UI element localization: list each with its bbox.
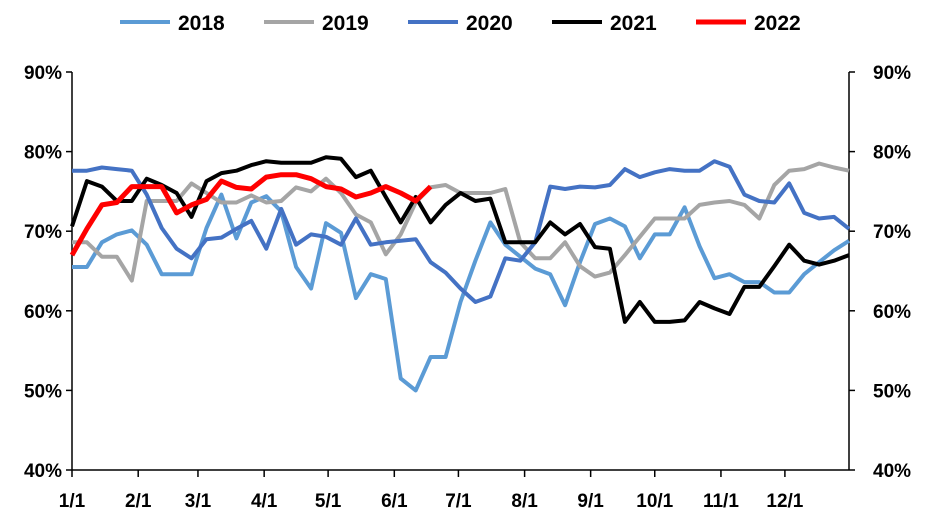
x-tick-label: 10/1 [636,491,673,512]
legend-label: 2022 [754,12,801,35]
legend-item-2019: 2019 [264,12,369,35]
legend-label: 2019 [322,12,369,35]
x-tick-label: 12/1 [766,491,803,512]
legend-label: 2018 [178,12,225,35]
y-left-tick-label: 90% [24,63,62,84]
y-left-tick-label: 50% [24,381,62,402]
x-tick-label: 5/1 [315,491,342,512]
series-line-2019 [72,161,850,283]
x-tick-label: 4/1 [251,491,278,512]
x-tick-label: 3/1 [185,491,212,512]
y-right-tick-label: 50% [873,381,911,402]
series-line-2018 [72,192,851,393]
x-tick-label: 11/1 [703,491,739,512]
x-axis: 1/1 2/1 3/1 4/1 5/1 6/1 7/1 8/1 9/1 10/1 11/1 12/1 [59,470,804,512]
y-right-tick-label: 80% [873,143,911,164]
y-right-tick-label: 40% [873,461,911,482]
y-left-tick-label: 40% [24,461,62,482]
legend-label: 2021 [610,12,657,35]
legend-item-2022: 2022 [696,12,801,35]
axes [71,72,850,471]
y-left-tick-label: 70% [24,222,62,243]
x-tick-label: 1/1 [59,491,86,512]
legend-item-2018: 2018 [120,12,225,35]
y-right-tick-label: 70% [873,222,911,243]
x-tick-label: 8/1 [511,491,538,512]
series-lines [69,155,851,393]
y-right-tick-label: 90% [873,63,911,84]
x-tick-label: 6/1 [381,491,408,512]
series-line-2022 [69,172,433,257]
legend-label: 2020 [466,12,513,35]
legend-item-2020: 2020 [408,12,513,35]
y-right-tick-label: 60% [873,302,911,323]
x-tick-label: 9/1 [577,491,604,512]
y-axis-left: 40% 50% 60% 70% 80% 90% [24,63,72,482]
x-tick-label: 7/1 [445,491,472,512]
legend: 2018 2019 2020 2021 2022 [120,12,801,35]
legend-item-2021: 2021 [552,12,657,35]
x-tick-label: 2/1 [125,491,152,512]
y-axis-right: 40% 50% 60% 70% 80% 90% [849,63,911,482]
y-left-tick-label: 60% [24,302,62,323]
y-left-tick-label: 80% [24,143,62,164]
series-line-2021 [70,155,850,324]
series-line-2020 [72,159,851,304]
